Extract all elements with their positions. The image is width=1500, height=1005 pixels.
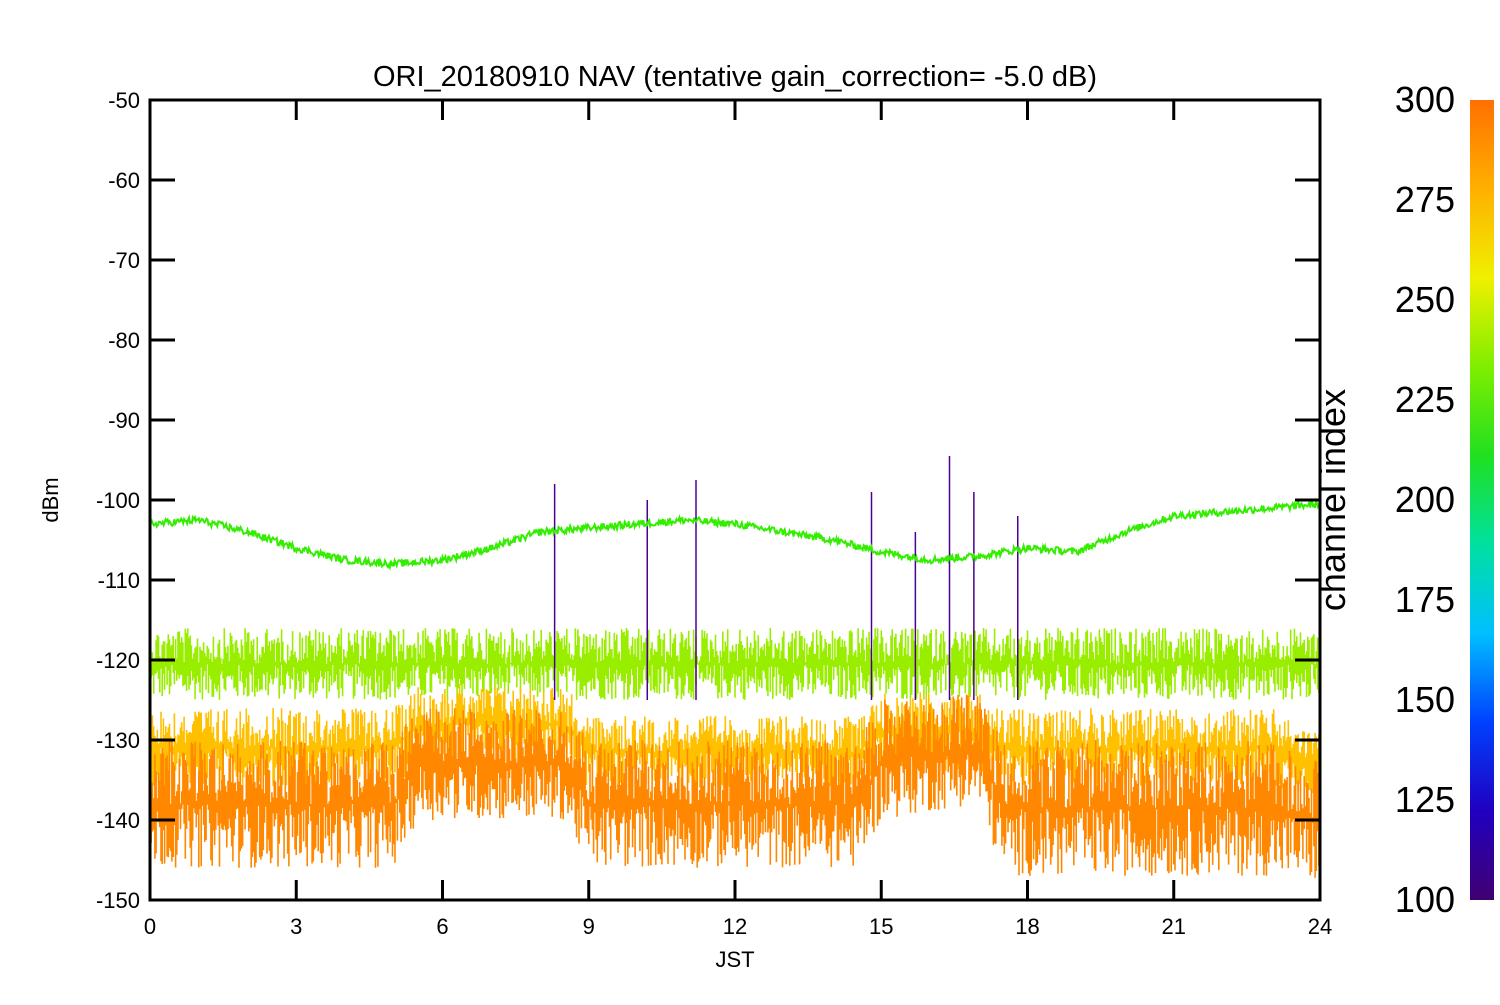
- colorbar-tick-label-4: 200: [1395, 479, 1455, 520]
- colorbar-tick-label-5: 225: [1395, 379, 1455, 420]
- x-tick-label-7: 21: [1162, 914, 1186, 939]
- x-tick-label-2: 6: [436, 914, 448, 939]
- colorbar-label: channel index: [1312, 389, 1353, 611]
- colorbar: [1470, 100, 1494, 900]
- series-band-298: [150, 694, 1320, 878]
- x-tick-label-1: 3: [290, 914, 302, 939]
- y-tick-label-1: -60: [108, 168, 140, 193]
- colorbar-tick-label-7: 275: [1395, 179, 1455, 220]
- y-axis: -50 -60 -70 -80 -90 -100 -110 -120 -130 -140 -150: [96, 88, 1320, 913]
- y-tick-label-3: -80: [108, 328, 140, 353]
- y-tick-label-2: -70: [108, 248, 140, 273]
- colorbar-tick-label-3: 175: [1395, 579, 1455, 620]
- y-tick-label-9: -140: [96, 808, 140, 833]
- x-axis: 0 3 6 9 12 15 18 21 24: [144, 100, 1332, 939]
- x-tick-label-8: 24: [1308, 914, 1332, 939]
- y-axis-label: dBm: [38, 477, 63, 522]
- x-tick-label-6: 18: [1015, 914, 1039, 939]
- y-tick-label-8: -130: [96, 728, 140, 753]
- x-axis-label: JST: [715, 947, 754, 972]
- series-band-298-trace: [150, 694, 1320, 878]
- y-tick-label-5: -100: [96, 488, 140, 513]
- colorbar-tick-label-0: 100: [1395, 879, 1455, 920]
- plot-area: [150, 456, 1320, 878]
- x-tick-label-4: 12: [723, 914, 747, 939]
- colorbar-tick-label-6: 250: [1395, 279, 1455, 320]
- x-tick-label-3: 9: [583, 914, 595, 939]
- chart-title: ORI_20180910 NAV (tentative gain_correct…: [373, 61, 1097, 93]
- y-tick-label-4: -90: [108, 408, 140, 433]
- colorbar-ticks: 100 125 150 175 200 225 250 275 300: [1395, 79, 1455, 920]
- colorbar-tick-label-1: 125: [1395, 779, 1455, 820]
- series-line-240: [150, 497, 1320, 572]
- series-band-262-trace: [150, 628, 1320, 700]
- x-tick-label-5: 15: [869, 914, 893, 939]
- y-tick-label-7: -120: [96, 648, 140, 673]
- y-tick-label-10: -150: [96, 888, 140, 913]
- y-tick-label-6: -110: [98, 568, 140, 593]
- colorbar-tick-label-8: 300: [1395, 79, 1455, 120]
- colorbar-tick-label-2: 150: [1395, 679, 1455, 720]
- y-tick-label-0: -50: [108, 88, 140, 113]
- x-tick-label-0: 0: [144, 914, 156, 939]
- series-band-262: [150, 628, 1320, 700]
